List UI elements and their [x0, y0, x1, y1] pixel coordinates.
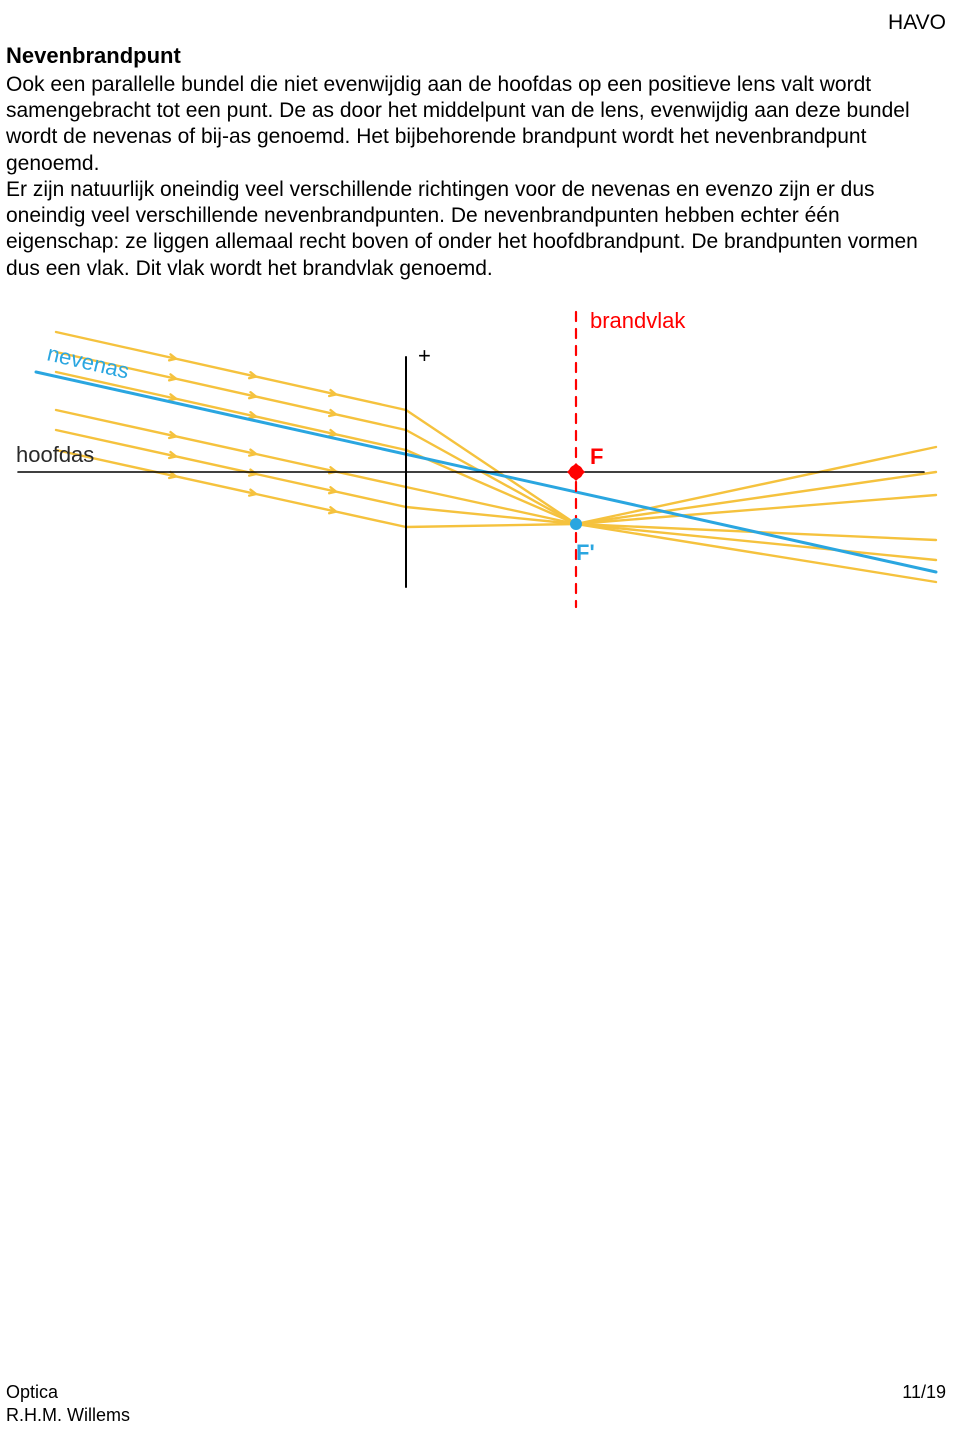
footer-subject: Optica — [6, 1381, 58, 1404]
svg-text:F': F' — [576, 540, 595, 565]
footer-page: 11/19 — [902, 1381, 946, 1404]
svg-text:F: F — [590, 444, 603, 469]
body-paragraph: Ook een parallelle bundel die niet evenw… — [6, 72, 946, 282]
svg-text:hoofdas: hoofdas — [16, 442, 94, 467]
header-level: HAVO — [6, 10, 946, 36]
svg-text:brandvlak: brandvlak — [590, 308, 686, 333]
page-title: Nevenbrandpunt — [6, 42, 946, 70]
footer-author: R.H.M. Willems — [6, 1404, 946, 1427]
optics-diagram: +brandvlaknevenashoofdasFF' — [6, 292, 946, 612]
svg-text:+: + — [418, 343, 431, 368]
page-footer: Optica 11/19 R.H.M. Willems — [6, 1381, 946, 1426]
